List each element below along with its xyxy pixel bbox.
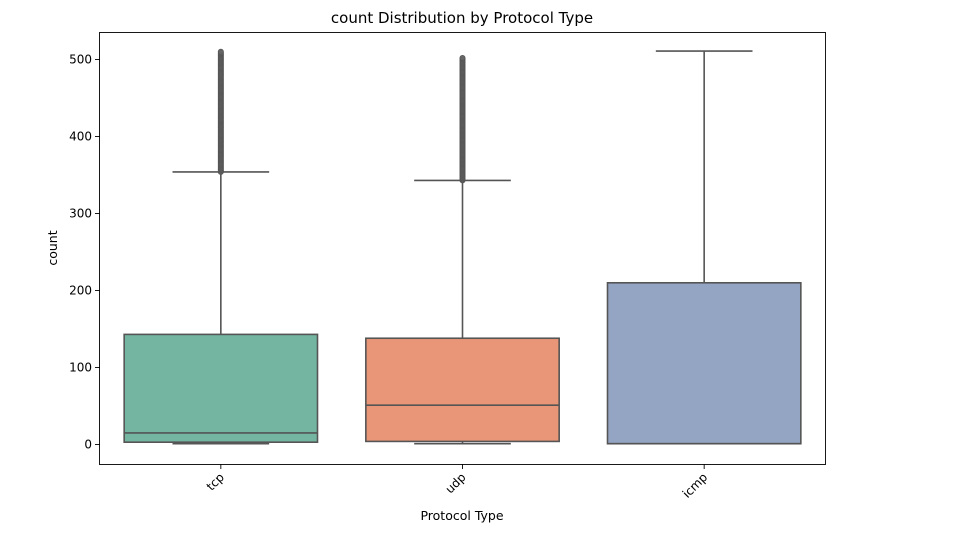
y-tick-label: 0 <box>84 438 92 452</box>
outlier-point <box>459 54 466 61</box>
x-axis-label: Protocol Type <box>420 508 503 523</box>
outliers <box>459 54 466 184</box>
x-tick-label: udp <box>443 470 469 496</box>
box-iqr <box>123 333 319 443</box>
y-tick-label: 400 <box>69 130 92 144</box>
plot-area <box>123 48 802 445</box>
y-axis-label: count <box>45 230 60 265</box>
chart-title: count Distribution by Protocol Type <box>331 9 593 27</box>
outlier-point <box>217 48 224 55</box>
y-tick-label: 500 <box>69 53 92 67</box>
x-tick-label: tcp <box>204 470 227 493</box>
box-icmp <box>606 50 802 445</box>
outliers <box>217 48 224 175</box>
y-axis: 0 100 200 300 400 500 <box>69 53 100 452</box>
y-tick-label: 100 <box>69 361 92 375</box>
x-tick-label: icmp <box>680 470 711 501</box>
box-tcp <box>123 48 319 445</box>
box-iqr <box>365 337 560 443</box>
box-iqr <box>606 281 802 445</box>
box-udp <box>365 54 560 445</box>
x-axis: tcp udp icmp <box>204 464 711 501</box>
y-tick-label: 200 <box>69 284 92 298</box>
y-tick-label: 300 <box>69 207 92 221</box>
